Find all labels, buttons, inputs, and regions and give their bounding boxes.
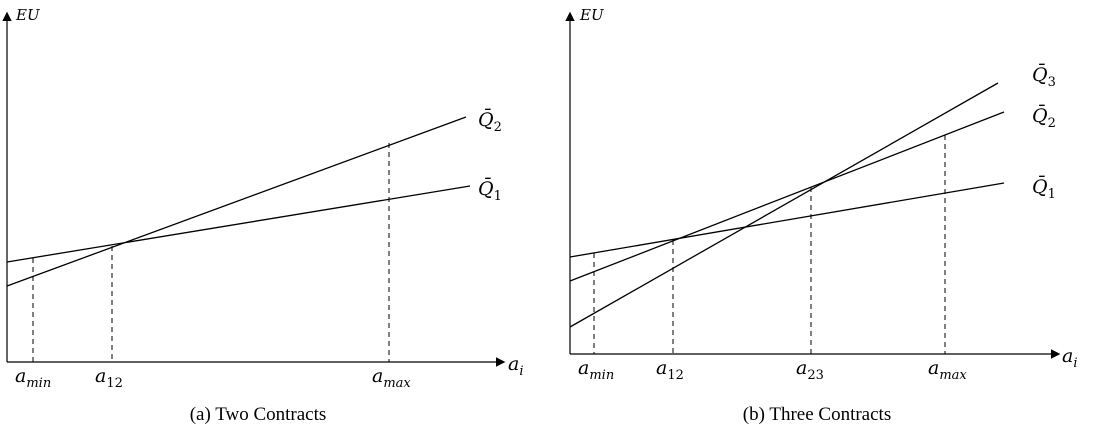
panel-a: EU ai amin a12 amax Q̄2 Q̄1 (a) Two Cont… bbox=[2, 6, 524, 425]
caption-a: (a) Two Contracts bbox=[190, 404, 327, 425]
caption-b: (b) Three Contracts bbox=[743, 404, 891, 425]
line-label-q2: Q̄2 bbox=[478, 108, 502, 135]
y-axis-label: EU bbox=[579, 6, 605, 24]
line-q1 bbox=[6, 185, 471, 263]
line-label-q3: Q̄3 bbox=[1032, 63, 1056, 90]
line-label-q1: Q̄1 bbox=[478, 177, 502, 204]
line-label-q1: Q̄1 bbox=[1032, 175, 1056, 202]
tick-label: amin bbox=[578, 357, 614, 383]
tick-label: a12 bbox=[95, 365, 123, 391]
panel-b: EU ai amin a12 a23 amax Q̄3 Q̄2 Q̄1 (b) … bbox=[565, 6, 1078, 425]
y-axis-label: EU bbox=[15, 6, 41, 24]
tick-label: a23 bbox=[796, 357, 824, 383]
tick-label: amax bbox=[928, 357, 967, 383]
line-q3 bbox=[569, 82, 999, 328]
tick-label: amax bbox=[372, 365, 411, 391]
line-q1 bbox=[569, 182, 1005, 258]
line-label-q2: Q̄2 bbox=[1032, 104, 1056, 131]
tick-label: amin bbox=[15, 365, 51, 391]
x-axis-label: ai bbox=[508, 353, 524, 379]
x-axis-label: ai bbox=[1062, 345, 1078, 371]
line-q2 bbox=[6, 116, 467, 287]
tick-label: a12 bbox=[656, 357, 684, 383]
line-q2 bbox=[569, 111, 1005, 282]
